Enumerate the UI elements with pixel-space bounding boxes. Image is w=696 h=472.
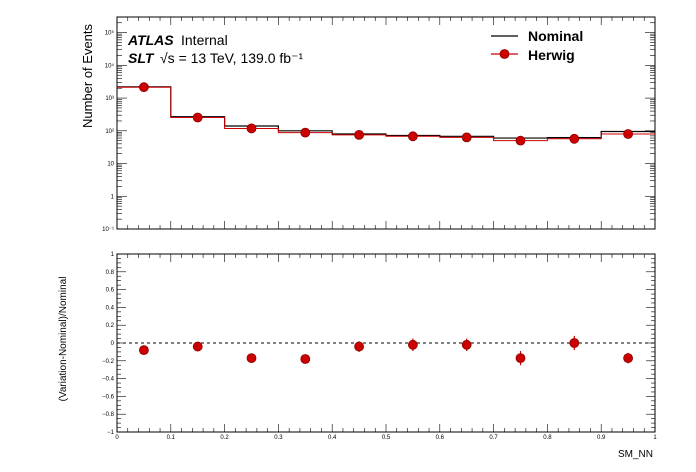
- top-y-tick-label: 10: [107, 162, 114, 168]
- herwig-point: [623, 129, 633, 139]
- bottom-y-tick-label: 0: [111, 341, 115, 347]
- bottom-y-tick-label: −0.8: [102, 412, 115, 418]
- slt-label: SLT: [128, 50, 155, 66]
- top-panel: 10⁻¹ 1 10 10² 10³ 10⁴ 10⁵: [102, 16, 656, 233]
- nominal-histogram-line: [117, 86, 655, 139]
- herwig-point: [515, 135, 526, 146]
- bottom-x-tick-label: 0.9: [597, 435, 606, 441]
- legend: Nominal Herwig: [491, 28, 583, 63]
- herwig-point: [461, 132, 472, 143]
- herwig-point: [192, 112, 203, 123]
- bottom-x-tick-label: 0.6: [436, 435, 445, 441]
- bottom-panel: −1 −0.8 −0.6 −0.4 −0.2 0 0.2 0.4 0.6 0.8 1 0 0.1 0.2 0…: [102, 252, 657, 441]
- ratio-point: [623, 353, 633, 364]
- bottom-y-tick-label: −0.6: [102, 394, 115, 400]
- bottom-x-tick-label: 0.1: [167, 435, 176, 441]
- bottom-x-tick-label: 0.3: [274, 435, 283, 441]
- energy-lumi-label: √s = 13 TeV, 139.0 fb⁻¹: [160, 50, 303, 66]
- bottom-y-tick-label: −1: [107, 430, 115, 436]
- herwig-point: [354, 129, 365, 140]
- herwig-point: [407, 131, 418, 142]
- top-y-tick-label: 10⁴: [105, 62, 115, 69]
- herwig-point: [246, 123, 257, 134]
- bottom-y-tick-label: −0.4: [102, 377, 115, 383]
- herwig-point: [300, 127, 311, 138]
- top-y-axis-label: Number of Events: [80, 23, 95, 128]
- herwig-point: [138, 82, 149, 93]
- top-y-tick-label: 10⁻¹: [102, 227, 114, 233]
- bottom-x-tick-label: 0.7: [489, 435, 498, 441]
- atlas-label: ATLAS: [127, 32, 174, 48]
- ratio-point: [300, 354, 311, 364]
- bottom-x-tick-label: 0.4: [328, 435, 337, 441]
- legend-nominal-label: Nominal: [528, 28, 583, 44]
- bottom-x-tick-label: 0.2: [220, 435, 229, 441]
- bottom-x-tick-label: 0.5: [382, 435, 391, 441]
- ratio-point: [569, 338, 580, 348]
- legend-herwig-marker: [499, 49, 510, 59]
- top-y-tick-label: 10³: [105, 96, 114, 102]
- bottom-y-tick-label: 0.2: [106, 323, 115, 329]
- ratio-point: [354, 341, 365, 352]
- top-y-tick-label: 10²: [105, 129, 114, 135]
- ratio-point: [461, 339, 472, 350]
- bottom-y-tick-label: 0.8: [106, 270, 115, 276]
- top-y-tick-label: 10⁵: [105, 30, 115, 37]
- internal-label: Internal: [181, 32, 228, 48]
- ratio-point: [515, 353, 526, 364]
- ratio-point: [192, 341, 203, 352]
- bottom-y-tick-label: −0.2: [102, 359, 115, 365]
- bottom-y-tick-label: 0.4: [106, 305, 115, 311]
- bottom-x-tick-label: 1: [653, 435, 657, 441]
- legend-herwig-label: Herwig: [528, 47, 575, 63]
- bottom-x-axis-label: SM_NN: [618, 449, 653, 460]
- ratio-point: [138, 345, 149, 356]
- ratio-point: [246, 353, 257, 364]
- ratio-point: [407, 339, 418, 350]
- bottom-y-axis-label: (Variation-Nominal)/Nominal: [58, 277, 69, 402]
- bottom-y-tick-label: 1: [111, 252, 115, 258]
- top-y-tick-label: 1: [111, 194, 115, 200]
- herwig-histogram-line: [117, 86, 655, 142]
- herwig-point: [569, 133, 580, 144]
- bottom-x-tick-label: 0: [115, 435, 119, 441]
- bottom-y-tick-label: 0.6: [106, 288, 115, 294]
- bottom-x-tick-label: 0.8: [543, 435, 552, 441]
